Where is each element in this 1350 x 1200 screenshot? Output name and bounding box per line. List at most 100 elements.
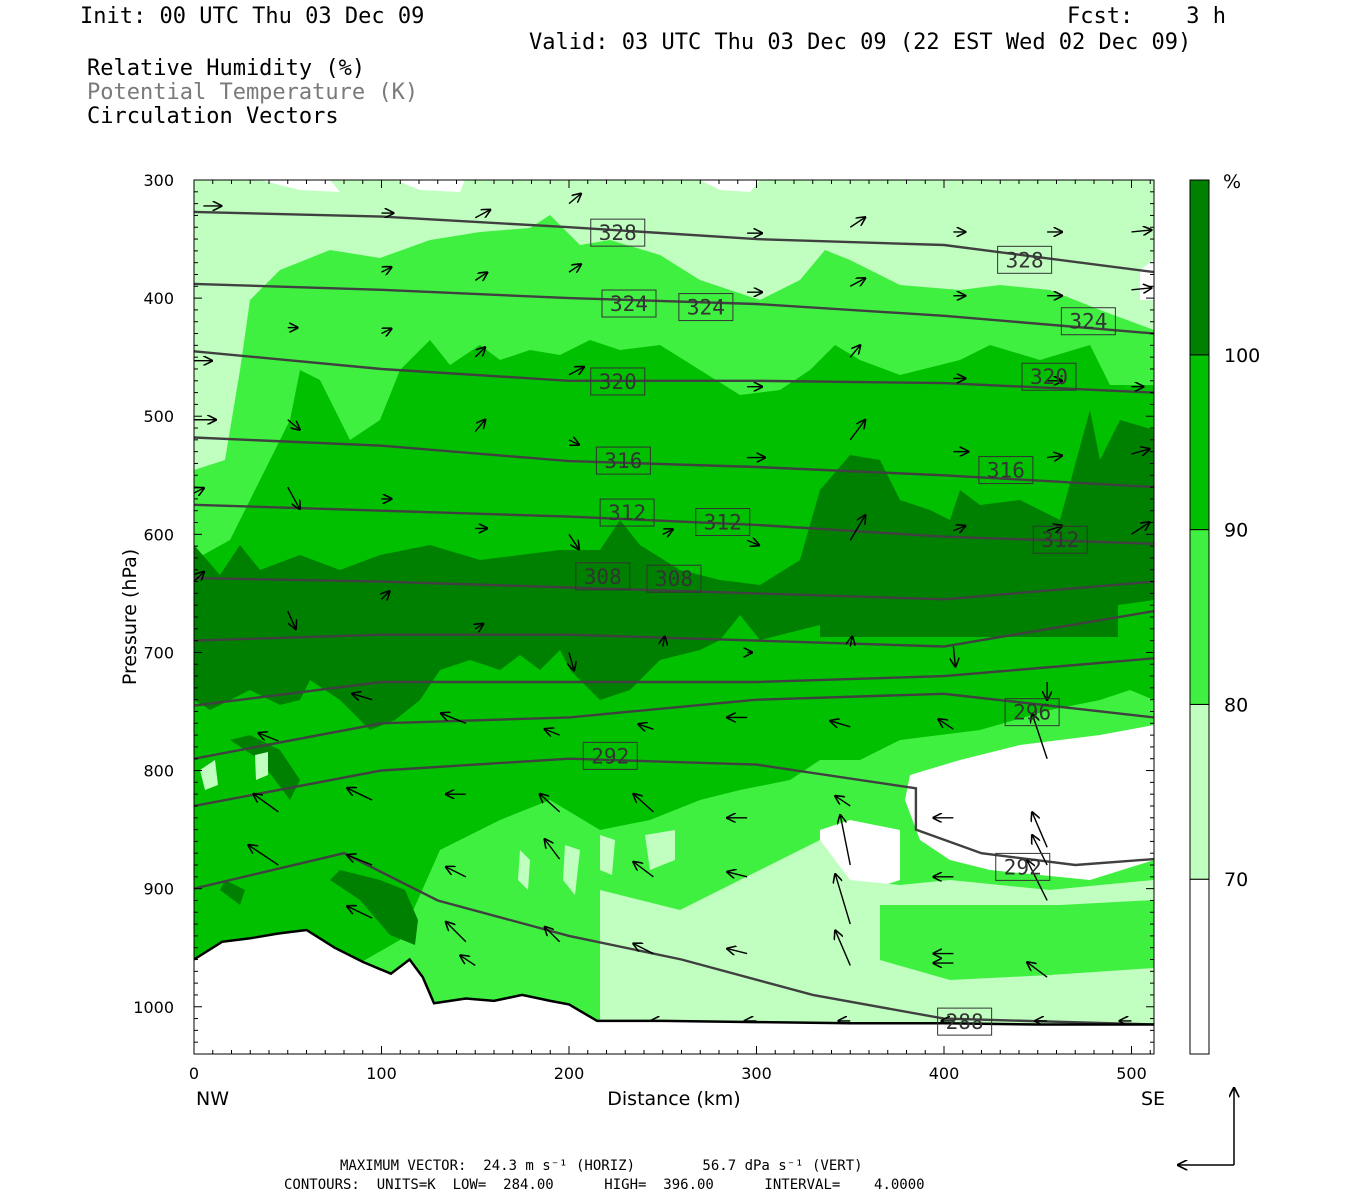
circulation-vector [849,345,860,358]
circulation-vector [441,713,467,724]
isentropes [194,210,1154,1026]
circulation-vector [953,646,955,667]
circulation-vector [835,796,851,807]
circulation-vector [446,922,467,943]
isentrope-label: 312 [1041,528,1079,552]
circulation-vector [287,419,300,430]
circulation-vector [568,194,581,205]
isentrope-label-box [601,289,657,318]
circulation-vector [835,930,851,966]
circulation-vector [633,862,654,878]
x-tick-label: 0 [189,1064,199,1083]
x-end-label-right: SE [1141,1088,1165,1110]
y-tick-label: 300 [143,171,174,190]
colorbar-level-label: 90 [1224,520,1248,542]
isentrope-label: 292 [591,744,629,768]
circulation-vector [474,210,490,219]
y-tick-label: 600 [143,525,174,544]
rh-white-lower [815,725,1154,960]
colorbar-unit: % [1223,171,1241,193]
rh-band-100-b [220,735,418,945]
isentrope-label: 296 [1013,701,1051,725]
y-tick-label: 400 [143,289,174,308]
circulation-vector [663,637,665,647]
circulation-vector [1032,714,1048,759]
colorbar-swatch [1189,878,1210,1055]
isentrope-320 [194,350,1154,394]
x-axis-label: Distance (km) [607,1088,740,1110]
circulation-vector [850,637,852,647]
circulation-vector [849,515,865,541]
circulation-vector [1131,230,1152,232]
circulation-vector [194,488,204,493]
isentrope-292 [194,757,1154,867]
isentrope-296 [194,692,1154,760]
y-tick-label: 800 [143,762,174,781]
isentrope-label: 328 [599,221,637,245]
maximum-vector-note: MAXIMUM VECTOR: 24.3 m s⁻¹ (HORIZ) 56.7 … [340,1158,863,1174]
circulation-vector [662,529,673,534]
isentrope-label: 328 [1006,248,1044,272]
isentrope-label: 320 [1030,365,1068,389]
circulation-vector [347,788,373,801]
circulation-vector [633,794,654,813]
circulation-vector [638,724,654,729]
legend-relative-humidity: Relative Humidity (%) [87,56,366,81]
x-end-label-left: NW [196,1088,229,1110]
circulation-vector [1032,835,1048,866]
circulation-vector [347,855,373,866]
circulation-vector [849,217,865,228]
isentrope-300 [194,657,1154,707]
x-tick-label: 100 [366,1064,397,1083]
isentrope-label-box [695,508,751,537]
isentrope-label-box [599,498,655,527]
circulation-vector [474,272,487,280]
isentrope-288 [194,851,1154,1026]
isentrope-label-box [997,245,1053,274]
legend-circulation-vectors: Circulation Vectors [87,104,339,129]
isentrope-328 [194,210,1154,274]
isentrope-label: 316 [604,449,642,473]
circulation-vector [569,652,574,670]
circulation-vector [474,420,485,433]
circulation-vector [194,572,204,583]
circulation-vector [835,874,851,925]
contours-note: CONTOURS: UNITS=K LOW= 284.00 HIGH= 396.… [284,1177,925,1193]
isentrope-label-box [995,852,1051,881]
init-time: Init: 00 UTC Thu 03 Dec 09 [80,4,425,29]
x-tick-label: 500 [1116,1064,1147,1083]
circulation-vector [568,440,579,445]
rh-band-100-a [194,410,1154,730]
circulation-vector [1032,812,1048,848]
x-tick-label: 300 [741,1064,772,1083]
x-tick-label: 400 [929,1064,960,1083]
circulation-vector [347,906,373,919]
circulation-vector [545,729,560,735]
circulation-vector [474,347,485,358]
colorbar-level-label: 70 [1224,869,1248,891]
circulation-vector [352,694,373,700]
circulation-vector [953,526,965,531]
circulation-vector [568,264,581,272]
isentrope-label-box [1032,525,1088,554]
circulation-vector [258,733,279,742]
isentrope-label-box [978,456,1034,485]
isentrope-label: 312 [608,501,646,525]
colorbar: 70 80 90 100 [1189,179,1260,1055]
terrain [193,928,1154,1054]
circulation-vector [1027,962,1048,978]
circulation-vector [475,624,483,629]
isentrope-312 [194,503,1154,545]
y-tick-label: 500 [143,407,174,426]
circulation-vector [381,329,392,334]
circulation-vector [727,949,748,954]
colorbar-swatch [1189,529,1210,705]
isentrope-label-box [937,1007,993,1036]
legend-potential-temperature: Potential Temperature (K) [87,80,419,105]
circulation-vector [381,267,392,272]
y-tick-label: 1000 [133,998,174,1017]
isentrope-label-box [575,562,631,591]
rh-band-90-100 [194,340,1154,980]
colorbar-level-label: 100 [1224,345,1260,367]
